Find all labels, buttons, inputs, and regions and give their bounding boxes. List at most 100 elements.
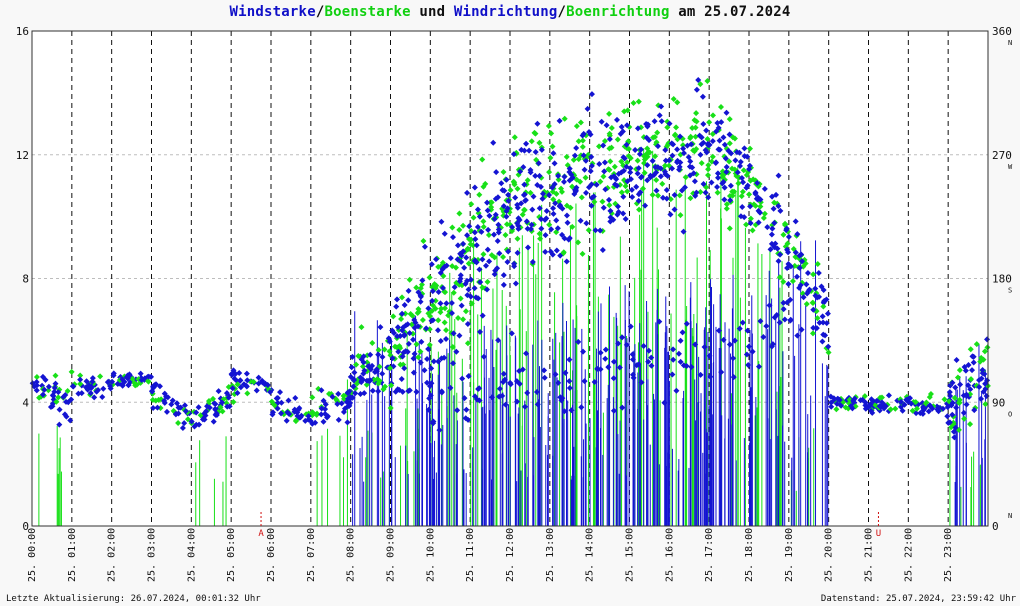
wind-direction-point xyxy=(472,257,479,264)
wind-speed-point xyxy=(516,380,523,387)
wind-direction-point xyxy=(680,150,687,157)
wind-direction-point xyxy=(375,351,382,358)
gust-direction-point xyxy=(597,178,604,185)
x-tick-label: 25. 21:00 xyxy=(864,528,875,582)
gust-direction-point xyxy=(546,169,553,176)
wind-direction-point xyxy=(588,194,595,201)
gust-direction-point xyxy=(210,395,217,402)
wind-speed-point xyxy=(627,323,634,330)
gust-direction-point xyxy=(691,148,698,155)
wind-direction-point xyxy=(573,184,580,191)
wind-direction-point xyxy=(700,181,707,188)
gust-direction-point xyxy=(53,398,60,405)
wind-direction-point xyxy=(428,261,435,268)
wind-speed-point xyxy=(677,337,684,344)
wind-direction-point xyxy=(671,191,678,198)
wind-speed-point xyxy=(335,416,342,423)
wind-direction-point xyxy=(552,200,559,207)
gust-direction-point xyxy=(912,399,919,406)
gust-direction-point xyxy=(926,394,933,401)
gust-direction-point xyxy=(913,405,920,412)
wind-direction-point xyxy=(588,202,595,209)
wind-direction-point xyxy=(498,180,505,187)
wind-speed-point xyxy=(745,361,752,368)
wind-direction-point xyxy=(721,196,728,203)
wind-speed-point xyxy=(616,364,623,371)
gust-direction-point xyxy=(55,394,62,401)
y-left-tick-label: 8 xyxy=(22,273,29,286)
wind-direction-point xyxy=(737,158,744,165)
wind-direction-point xyxy=(472,236,479,243)
wind-speed-point xyxy=(63,413,70,420)
wind-direction-point xyxy=(425,305,432,312)
wind-direction-point xyxy=(752,189,759,196)
wind-direction-point xyxy=(264,382,271,389)
gust-direction-point xyxy=(376,377,383,384)
x-tick-label: 25. 23:00 xyxy=(943,528,954,582)
wind-direction-point xyxy=(723,164,730,171)
wind-direction-point xyxy=(423,325,430,332)
wind-direction-point xyxy=(435,289,442,296)
wind-direction-point xyxy=(443,335,450,342)
gust-direction-point xyxy=(449,343,456,350)
wind-direction-point xyxy=(687,158,694,165)
gust-direction-point xyxy=(672,131,679,138)
gust-direction-point xyxy=(577,119,584,126)
wind-direction-point xyxy=(138,376,145,383)
wind-direction-point xyxy=(524,225,531,232)
wind-direction-point xyxy=(196,421,203,428)
wind-speed-point xyxy=(757,318,764,325)
wind-direction-point xyxy=(352,390,359,397)
gust-direction-point xyxy=(485,232,492,239)
wind-direction-point xyxy=(555,172,562,179)
gust-direction-point xyxy=(967,421,974,428)
gust-direction-point xyxy=(388,382,395,389)
wind-direction-point xyxy=(549,251,556,258)
wind-direction-point xyxy=(697,151,704,158)
gust-direction-point xyxy=(791,262,798,269)
gust-direction-point xyxy=(780,231,787,238)
wind-speed-point xyxy=(780,299,787,306)
wind-direction-point xyxy=(800,294,807,301)
wind-direction-point xyxy=(582,157,589,164)
wind-direction-point xyxy=(410,336,417,343)
gust-direction-point xyxy=(634,157,641,164)
gust-direction-point xyxy=(761,210,768,217)
gust-direction-point xyxy=(757,203,764,210)
gust-direction-point xyxy=(606,110,613,117)
wind-direction-point xyxy=(55,389,62,396)
gust-direction-point xyxy=(652,153,659,160)
gust-direction-point xyxy=(956,367,963,374)
gust-direction-point xyxy=(271,401,278,408)
wind-direction-point xyxy=(714,183,721,190)
gust-direction-point xyxy=(68,368,75,375)
wind-speed-point xyxy=(810,324,817,331)
wind-direction-point xyxy=(793,273,800,280)
wind-direction-point xyxy=(644,121,651,128)
wind-direction-point xyxy=(493,169,500,176)
gust-direction-point xyxy=(697,188,704,195)
wind-speed-point xyxy=(629,356,636,363)
gust-direction-point xyxy=(452,264,459,271)
wind-speed-point xyxy=(899,407,906,414)
wind-direction-point xyxy=(820,287,827,294)
wind-direction-point xyxy=(528,221,535,228)
wind-direction-point xyxy=(827,393,834,400)
wind-speed-point xyxy=(602,346,609,353)
wind-speed-point xyxy=(743,351,750,358)
wind-direction-point xyxy=(52,380,59,387)
wind-direction-point xyxy=(486,258,493,265)
wind-speed-point xyxy=(670,346,677,353)
wind-speed-point xyxy=(610,407,617,414)
wind-direction-point xyxy=(623,141,630,148)
wind-direction-point xyxy=(42,376,49,383)
wind-direction-point xyxy=(504,258,511,265)
wind-direction-point xyxy=(584,105,591,112)
wind-speed-point xyxy=(480,353,487,360)
gust-direction-point xyxy=(752,202,759,209)
wind-speed-point xyxy=(630,374,637,381)
gust-direction-point xyxy=(417,348,424,355)
wind-speed-point xyxy=(566,384,573,391)
gust-direction-point xyxy=(809,330,816,337)
wind-direction-point xyxy=(873,398,880,405)
